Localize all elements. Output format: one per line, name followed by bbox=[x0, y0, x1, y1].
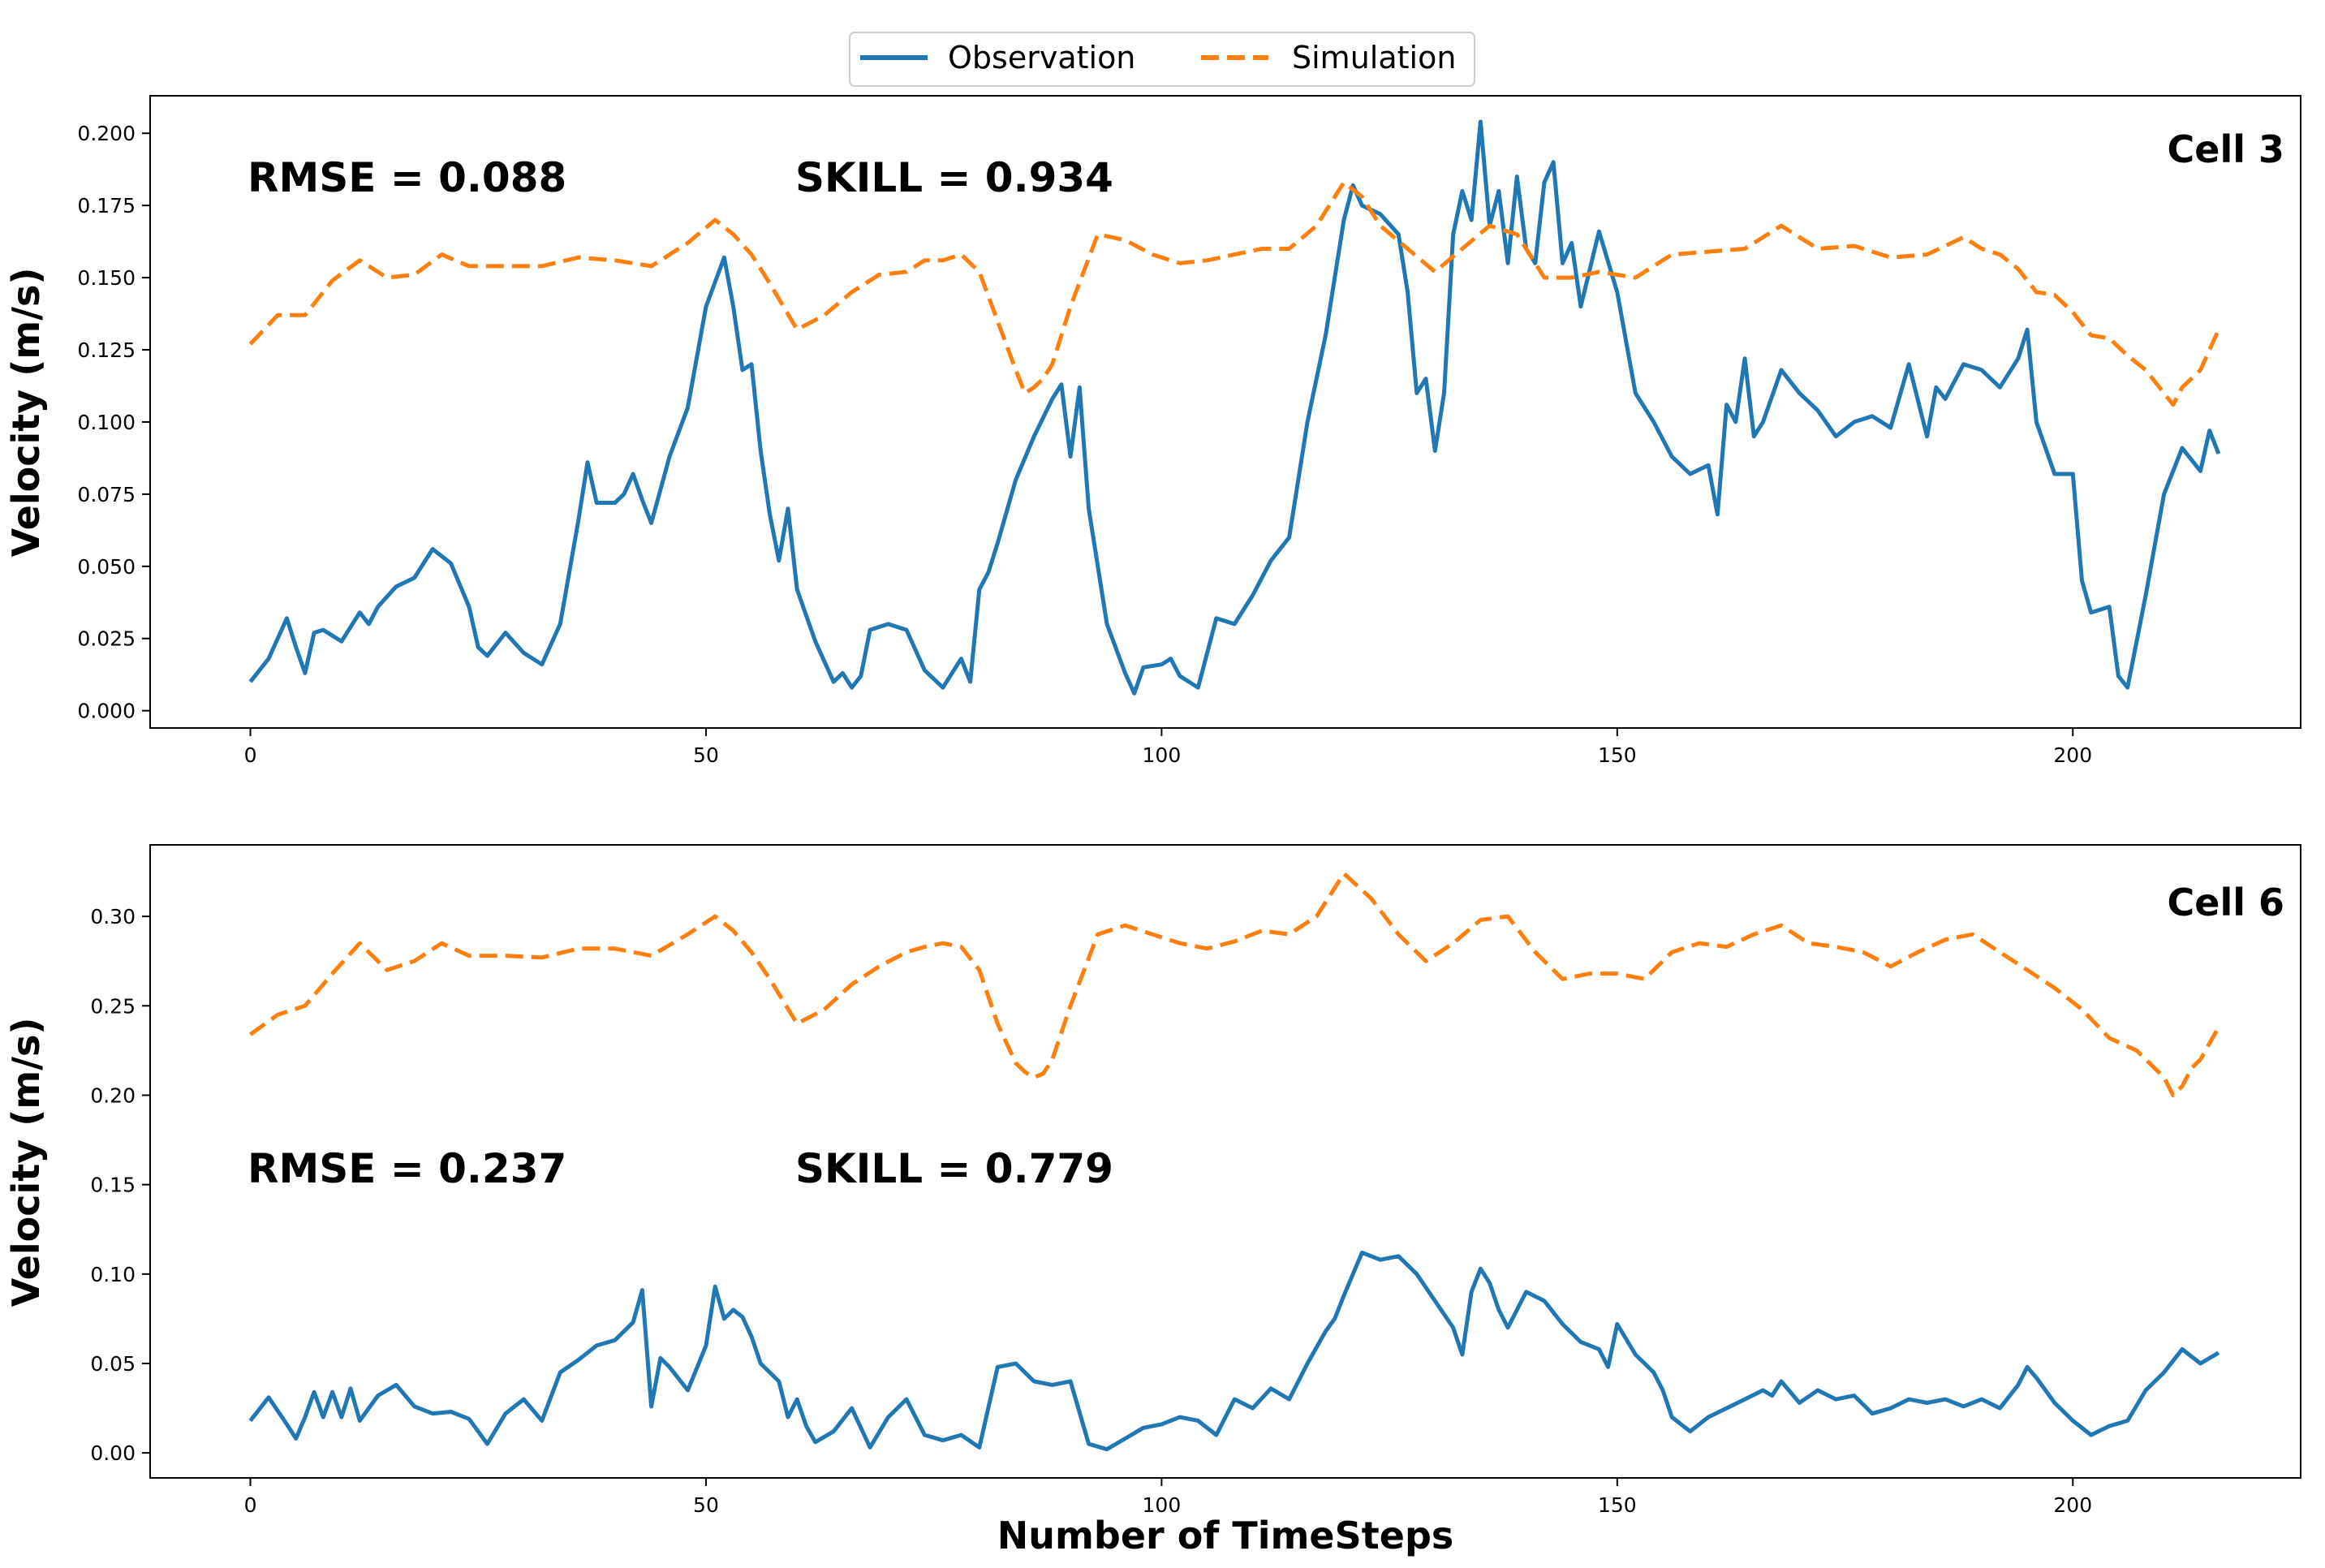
y-tick-label: 0.05 bbox=[90, 1352, 136, 1376]
x-tick-label: 150 bbox=[1598, 743, 1637, 767]
x-axis-label: Number of TimeSteps bbox=[997, 1514, 1454, 1557]
y-tick-label: 0.100 bbox=[77, 411, 136, 434]
y-tick-label: 0.000 bbox=[77, 700, 136, 723]
y-axis-label: Velocity (m/s) bbox=[4, 1018, 48, 1307]
x-axis-ticks: 0 50 100 150 200 bbox=[244, 1478, 2092, 1517]
y-axis-ticks: 0.00 0.05 0.10 0.15 0.20 0.25 0.30 bbox=[90, 905, 150, 1465]
x-tick-label: 0 bbox=[244, 1493, 257, 1517]
x-tick-label: 200 bbox=[2053, 743, 2092, 767]
skill-annotation: SKILL = 0.779 bbox=[795, 1145, 1113, 1192]
y-tick-label: 0.175 bbox=[77, 194, 136, 218]
x-tick-label: 0 bbox=[244, 743, 257, 767]
simulation-series-line bbox=[248, 180, 2221, 407]
y-tick-label: 0.050 bbox=[77, 555, 136, 579]
x-tick-label: 150 bbox=[1598, 1493, 1637, 1517]
y-tick-label: 0.025 bbox=[77, 627, 136, 651]
y-tick-label: 0.150 bbox=[77, 266, 136, 290]
y-tick-label: 0.10 bbox=[90, 1263, 136, 1286]
y-tick-label: 0.25 bbox=[90, 994, 136, 1018]
y-tick-label: 0.15 bbox=[90, 1174, 136, 1197]
legend-simulation-label: Simulation bbox=[1292, 40, 1456, 75]
x-axis-ticks: 0 50 100 150 200 bbox=[244, 728, 2092, 767]
chart-panel-cell-3: 0.000 0.025 0.050 0.075 0.100 0.125 0.150 0.175… bbox=[4, 95, 2301, 767]
observation-series-line bbox=[248, 1250, 2220, 1452]
legend: Observation Simulation bbox=[849, 32, 1475, 87]
y-tick-label: 0.30 bbox=[90, 905, 136, 928]
y-tick-label: 0.200 bbox=[77, 122, 136, 145]
y-tick-label: 0.075 bbox=[77, 483, 136, 506]
chart-panel-cell-6: 0.00 0.05 0.10 0.15 0.20 0.25 0.30 0 50 100 150 20… bbox=[4, 844, 2301, 1557]
legend-observation-label: Observation bbox=[948, 40, 1135, 75]
rmse-annotation: RMSE = 0.088 bbox=[248, 154, 566, 201]
panel-title: Cell 3 bbox=[2167, 127, 2284, 171]
x-tick-label: 50 bbox=[693, 1493, 719, 1517]
plot-frame bbox=[149, 844, 2301, 1479]
x-tick-label: 50 bbox=[693, 743, 719, 767]
y-tick-label: 0.20 bbox=[90, 1083, 136, 1107]
simulation-series-line bbox=[249, 871, 2221, 1097]
panel-title: Cell 6 bbox=[2167, 881, 2284, 924]
x-tick-label: 100 bbox=[1143, 1493, 1182, 1517]
y-tick-label: 0.00 bbox=[90, 1441, 136, 1465]
plot-frame bbox=[149, 95, 2301, 729]
y-tick-label: 0.125 bbox=[77, 338, 136, 362]
y-axis-label: Velocity (m/s) bbox=[4, 268, 48, 558]
x-tick-label: 200 bbox=[2053, 1493, 2092, 1517]
y-axis-ticks: 0.000 0.025 0.050 0.075 0.100 0.125 0.150 0.175… bbox=[77, 122, 150, 723]
observation-series-line bbox=[248, 119, 2221, 696]
skill-annotation: SKILL = 0.934 bbox=[795, 154, 1113, 201]
x-tick-label: 100 bbox=[1143, 743, 1182, 767]
legend-box bbox=[849, 32, 1475, 87]
rmse-annotation: RMSE = 0.237 bbox=[248, 1145, 566, 1192]
